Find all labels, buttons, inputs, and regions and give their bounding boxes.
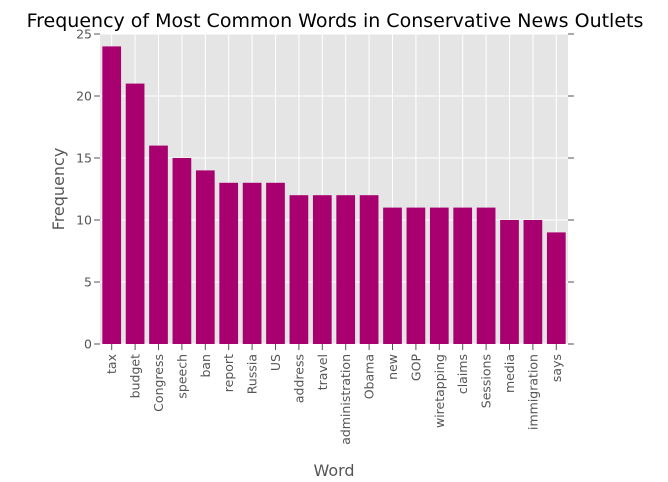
bar-obama [359,195,379,344]
x-axis-label: Word [313,461,354,480]
x-tick-label: tax [104,354,119,374]
bar-congress [149,145,168,344]
y-tick-label: 0 [84,337,92,352]
x-tick-label: wiretapping [432,354,447,428]
y-tick-label: 20 [76,89,92,104]
x-tick-label: immigration [525,354,540,430]
x-tick-label: says [549,354,564,382]
bar-administration [336,195,356,344]
bar-tax [102,46,122,345]
chart-title: Frequency of Most Common Words in Conser… [27,10,644,32]
x-axis: tax budget Congress speech ban report Russia US… [104,344,564,445]
bar-claims [453,207,473,344]
y-axis: 0 5 10 15 20 25 [76,27,574,352]
x-tick-label: ban [198,354,213,378]
bar-immigration [523,220,543,344]
bar-us [266,182,285,344]
x-tick-label: address [291,354,306,403]
bar-ban [195,170,215,344]
bars [102,46,566,345]
bar-report [219,182,239,344]
x-tick-label: Congress [151,354,166,412]
x-tick-label: report [221,354,236,392]
y-tick-label: 10 [76,213,92,228]
bar-sessions [476,207,496,344]
x-tick-label: GOP [408,354,423,382]
plot-area [100,34,568,344]
bar-new [383,207,402,344]
x-tick-label: US [268,354,283,371]
bar-travel [312,195,332,344]
bar-russia [242,182,262,344]
bar-address [289,195,309,344]
x-tick-label: new [385,354,400,380]
bar-media [500,220,519,344]
bar-wiretapping [429,207,449,344]
x-tick-label: claims [455,354,470,394]
x-tick-label: speech [174,354,189,399]
y-tick-label: 25 [76,27,92,42]
x-tick-label: travel [315,354,330,390]
y-tick-label: 5 [84,275,92,290]
bar-gop [406,207,426,344]
bar-speech [172,158,192,344]
x-tick-label: budget [128,354,143,398]
y-axis-label: Frequency [49,148,68,231]
bar-says [546,232,566,344]
bar-budget [125,83,145,344]
x-tick-label: media [502,354,517,393]
x-tick-label: administration [338,354,353,445]
x-tick-label: Sessions [479,354,494,408]
x-tick-label: Obama [362,354,377,399]
y-tick-label: 15 [76,151,92,166]
x-tick-label: Russia [245,354,260,394]
